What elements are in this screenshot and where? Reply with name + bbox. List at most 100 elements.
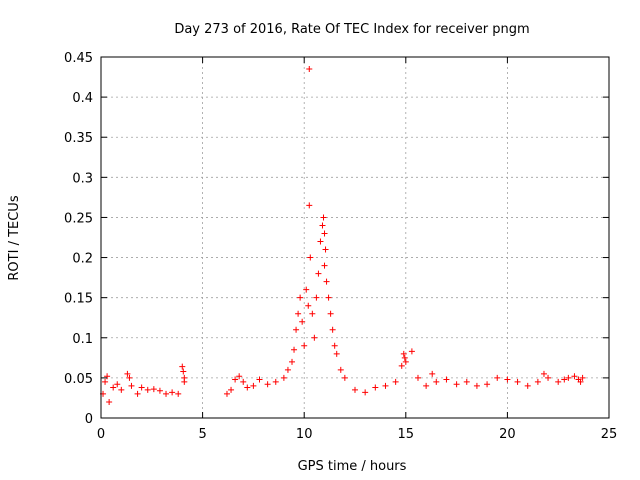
data-point — [289, 358, 296, 365]
y-tick-label: 0.05 — [64, 372, 93, 387]
data-point — [408, 348, 415, 355]
data-point — [124, 370, 131, 377]
data-point — [398, 362, 405, 369]
data-point — [180, 368, 187, 375]
data-point — [443, 376, 450, 383]
data-point — [305, 302, 312, 309]
y-axis-label: ROTI / TECUs — [7, 195, 22, 280]
data-point — [325, 294, 332, 301]
data-point — [106, 398, 113, 405]
data-point — [156, 387, 163, 394]
data-point — [555, 378, 562, 385]
data-point — [337, 366, 344, 373]
data-point — [315, 270, 322, 277]
data-point — [250, 382, 257, 389]
data-point — [114, 381, 121, 388]
data-point — [264, 381, 271, 388]
data-point — [545, 374, 552, 381]
data-point — [134, 390, 141, 397]
data-point — [321, 230, 328, 237]
y-tick-label: 0 — [85, 412, 93, 427]
data-point — [524, 382, 531, 389]
data-point — [429, 370, 436, 377]
x-tick-label: 10 — [296, 427, 313, 442]
axis-ticks — [100, 56, 610, 419]
data-point — [414, 374, 421, 381]
data-point — [306, 202, 313, 209]
y-tick-label: 0.45 — [64, 51, 93, 66]
y-tick-label: 0.4 — [72, 91, 93, 106]
data-point — [504, 376, 511, 383]
data-point — [561, 376, 568, 383]
data-point — [577, 378, 584, 385]
data-point — [382, 382, 389, 389]
data-point — [463, 378, 470, 385]
data-point — [473, 382, 480, 389]
x-axis-label: GPS time / hours — [298, 459, 407, 474]
data-point — [327, 310, 334, 317]
data-point — [579, 374, 586, 381]
data-point — [321, 262, 328, 269]
data-point — [333, 350, 340, 357]
data-point — [514, 378, 521, 385]
data-point — [179, 363, 186, 370]
data-points — [100, 66, 586, 405]
data-point — [323, 278, 330, 285]
data-point — [311, 334, 318, 341]
data-point — [236, 373, 243, 380]
data-point — [565, 374, 572, 381]
data-point — [128, 382, 135, 389]
data-point — [329, 326, 336, 333]
data-point — [228, 386, 235, 393]
data-point — [138, 384, 145, 391]
data-point — [372, 384, 379, 391]
data-point — [256, 376, 263, 383]
data-point — [295, 310, 302, 317]
data-point — [313, 294, 320, 301]
data-point — [401, 354, 408, 361]
y-tick-label: 0.3 — [72, 171, 93, 186]
data-point — [232, 376, 239, 383]
data-point — [494, 374, 501, 381]
data-point — [453, 381, 460, 388]
data-point — [163, 390, 170, 397]
data-point — [244, 384, 251, 391]
data-point — [102, 378, 109, 385]
data-point — [362, 389, 369, 396]
data-point — [319, 222, 326, 229]
data-point — [352, 386, 358, 393]
data-point — [392, 378, 399, 385]
data-point — [423, 382, 430, 389]
tick-labels: 0 5 10 15 20 25 0 0.05 0.1 0.15 0.2 0.25 0.3 0.35 0.4 0… — [64, 51, 617, 442]
plot-frame — [100, 56, 610, 419]
data-point — [291, 346, 298, 353]
data-point — [402, 358, 409, 365]
data-point — [110, 384, 117, 391]
data-point — [307, 254, 314, 261]
data-point — [484, 381, 491, 388]
data-point — [169, 389, 176, 396]
data-point — [331, 342, 338, 349]
data-point — [293, 326, 300, 333]
data-point — [400, 350, 407, 357]
data-point — [540, 370, 547, 377]
x-tick-label: 20 — [499, 427, 516, 442]
data-point — [303, 286, 310, 293]
y-tick-label: 0.35 — [64, 131, 93, 146]
chart-title: Day 273 of 2016, Rate Of TEC Index for r… — [174, 22, 529, 37]
data-point — [320, 214, 327, 221]
data-point — [126, 374, 133, 381]
data-point — [297, 294, 304, 301]
data-point — [299, 318, 306, 325]
data-point — [317, 238, 324, 245]
data-point — [306, 66, 313, 73]
data-point — [571, 373, 578, 380]
data-point — [322, 246, 329, 253]
data-point — [301, 342, 308, 349]
data-point — [223, 390, 230, 397]
data-point — [181, 378, 188, 385]
data-point — [240, 378, 247, 385]
y-tick-label: 0.1 — [72, 332, 93, 347]
x-tick-label: 5 — [198, 427, 206, 442]
